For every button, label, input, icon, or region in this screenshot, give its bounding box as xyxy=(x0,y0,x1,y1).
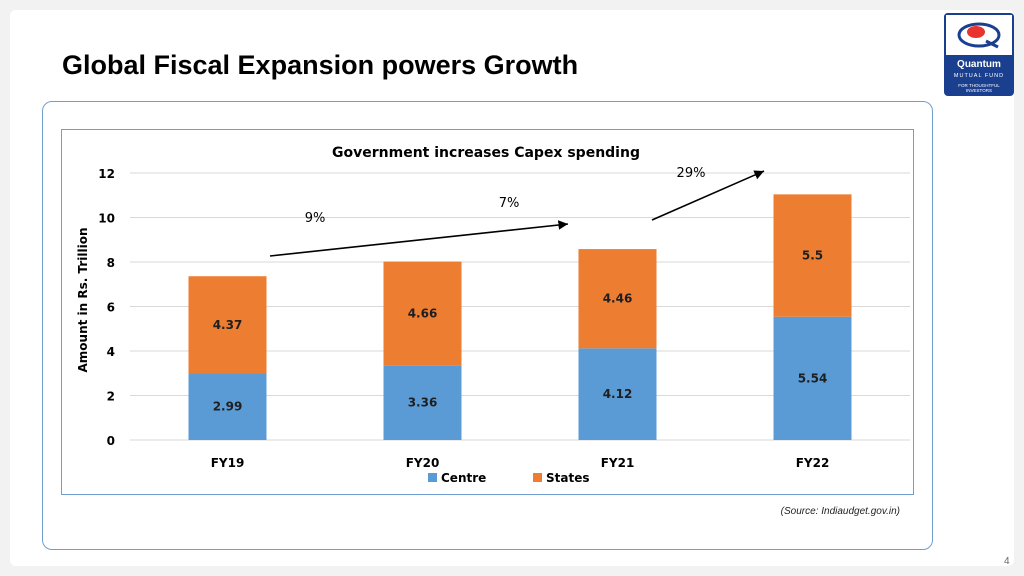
legend-swatch-states xyxy=(533,473,542,482)
bar-states-fy19 xyxy=(188,276,267,374)
bar-centre-fy21 xyxy=(578,348,657,440)
annotation-7pct: 7% xyxy=(499,196,520,211)
logo-tagline-1: FOR THOUGHTFUL xyxy=(958,83,1000,88)
growth-arrow-2 xyxy=(651,170,765,221)
logo-tagline: FOR THOUGHTFUL INVESTORS xyxy=(944,83,1014,93)
annotation-29pct: 29% xyxy=(677,166,706,181)
bar-centre-fy19 xyxy=(188,373,267,440)
logo-tagline-2: INVESTORS xyxy=(966,88,992,93)
y-tick-label: 12 xyxy=(98,167,115,181)
data-label-centre-fy20: 3.36 xyxy=(408,396,438,410)
source-note: (Source: Indiaudget.gov.in) xyxy=(780,506,900,517)
chart-title: Government increases Capex spending xyxy=(332,145,640,161)
page-number: 4 xyxy=(1004,556,1010,567)
bar-states-fy22 xyxy=(773,194,852,317)
x-tick-label: FY20 xyxy=(406,456,440,470)
bar-states-fy20 xyxy=(383,261,462,366)
growth-arrow-1 xyxy=(269,220,569,257)
y-tick-label: 0 xyxy=(107,434,115,448)
data-label-states-fy22: 5.5 xyxy=(802,249,823,263)
quantum-logo: Quantum MUTUAL FUND FOR THOUGHTFUL INVES… xyxy=(944,13,1014,96)
annotation-9pct: 9% xyxy=(305,211,326,226)
logo-emblem-icon xyxy=(957,22,1001,49)
data-label-states-fy21: 4.46 xyxy=(603,292,633,306)
data-label-centre-fy22: 5.54 xyxy=(798,371,828,385)
x-tick-label: FY22 xyxy=(796,456,830,470)
y-axis-label: Amount in Rs. Trillion xyxy=(76,227,90,372)
legend-label-centre: Centre xyxy=(441,471,486,485)
y-tick-label: 6 xyxy=(107,301,115,315)
y-tick-label: 2 xyxy=(107,390,115,404)
slide-title: Global Fiscal Expansion powers Growth xyxy=(62,50,579,80)
x-tick-label: FY21 xyxy=(601,456,635,470)
legend-label-states: States xyxy=(546,471,590,485)
y-tick-label: 4 xyxy=(107,345,115,359)
logo-emblem xyxy=(944,13,1014,57)
y-tick-label: 8 xyxy=(107,256,115,270)
x-tick-label: FY19 xyxy=(211,456,245,470)
data-label-states-fy20: 4.66 xyxy=(408,306,438,320)
data-label-centre-fy19: 2.99 xyxy=(213,400,243,414)
data-label-states-fy19: 4.37 xyxy=(213,318,243,332)
y-tick-label: 10 xyxy=(98,212,115,226)
data-label-centre-fy21: 4.12 xyxy=(603,387,633,401)
bar-centre-fy22 xyxy=(773,316,852,440)
logo-name: Quantum xyxy=(957,59,1001,70)
legend-swatch-centre xyxy=(428,473,437,482)
logo-sub: MUTUAL FUND xyxy=(953,73,1005,79)
bar-centre-fy20 xyxy=(383,365,462,440)
bar-states-fy21 xyxy=(578,249,657,349)
